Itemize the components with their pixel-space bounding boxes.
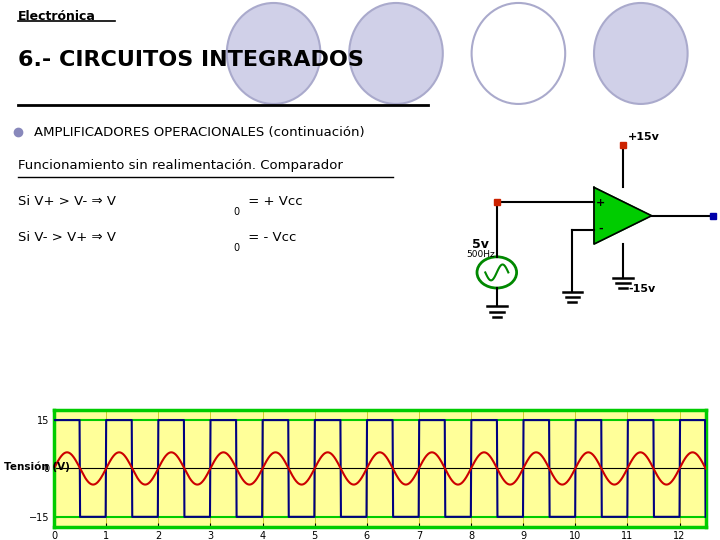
Text: Funcionamiento sin realimentación. Comparador: Funcionamiento sin realimentación. Compa… — [18, 159, 343, 172]
Ellipse shape — [227, 3, 320, 104]
Text: 500Hz: 500Hz — [467, 250, 495, 259]
Text: 5v: 5v — [472, 238, 489, 251]
Text: +15v: +15v — [628, 132, 660, 142]
Text: Si V- > V+ ⇒ V: Si V- > V+ ⇒ V — [18, 231, 116, 244]
Text: -15v: -15v — [628, 284, 655, 294]
Ellipse shape — [349, 3, 443, 104]
Text: Tensión (V): Tensión (V) — [4, 462, 69, 472]
Text: -: - — [598, 224, 603, 233]
Text: 0: 0 — [233, 243, 239, 253]
Ellipse shape — [594, 3, 688, 104]
Text: 6.- CIRCUITOS INTEGRADOS: 6.- CIRCUITOS INTEGRADOS — [18, 50, 364, 70]
Text: +: + — [596, 198, 605, 208]
Text: 0: 0 — [233, 207, 239, 217]
Text: Si V+ > V- ⇒ V: Si V+ > V- ⇒ V — [18, 194, 116, 207]
Text: = - Vcc: = - Vcc — [244, 231, 297, 244]
Text: AMPLIFICADORES OPERACIONALES (continuación): AMPLIFICADORES OPERACIONALES (continuaci… — [35, 126, 365, 139]
Polygon shape — [594, 187, 652, 244]
Text: = + Vcc: = + Vcc — [244, 194, 302, 207]
Ellipse shape — [472, 3, 565, 104]
Text: Electrónica: Electrónica — [18, 10, 96, 23]
